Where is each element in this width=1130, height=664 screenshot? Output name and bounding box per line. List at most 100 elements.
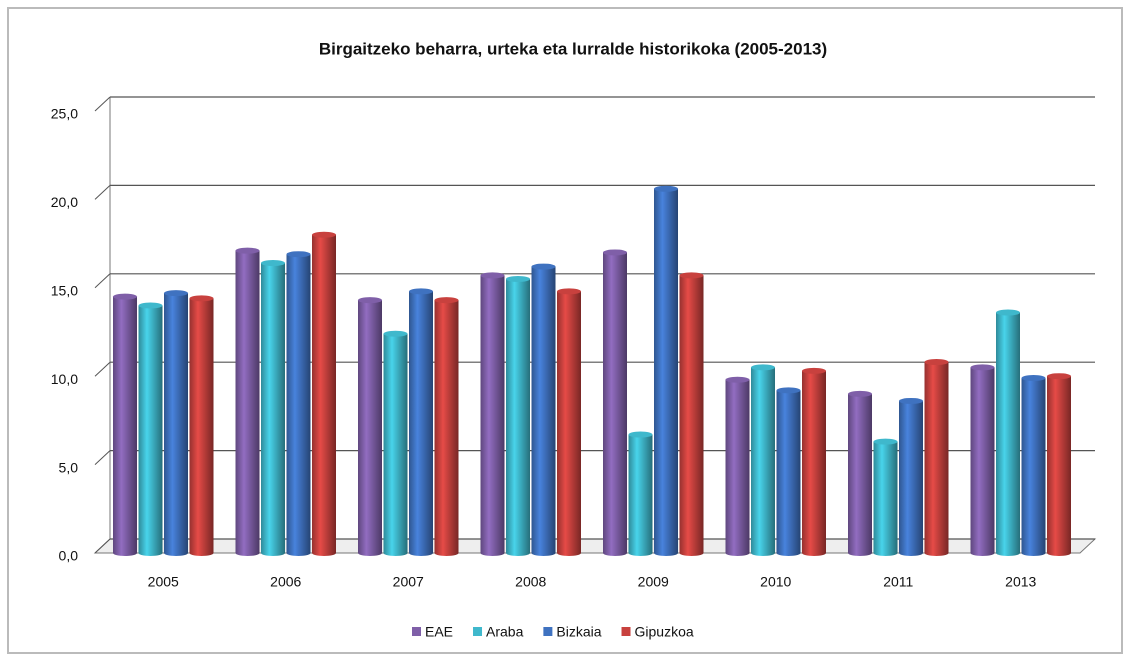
bar-top [138, 302, 163, 309]
bar [654, 188, 678, 554]
bar [603, 252, 627, 553]
bar-base [261, 550, 285, 556]
y-tick-label: 25,0 [51, 106, 78, 122]
bar [1021, 377, 1046, 553]
bar-base [848, 550, 872, 556]
bar-top [1047, 373, 1071, 380]
legend-swatch [621, 627, 631, 636]
bar-base [557, 550, 581, 556]
bar-base [1021, 550, 1046, 556]
bar-base [164, 550, 188, 556]
bar-top [261, 260, 285, 267]
grid-tick [94, 185, 111, 200]
bar [189, 298, 214, 553]
bar-top [235, 247, 260, 254]
bar-base [802, 550, 826, 556]
bar-base [970, 550, 995, 556]
bar-top [996, 309, 1020, 316]
grid-tick [94, 96, 111, 112]
x-tick-label: 2011 [883, 574, 913, 590]
y-tick-label: 5,0 [59, 459, 79, 475]
bar-base [235, 550, 260, 556]
bar [312, 234, 336, 553]
bar-top [358, 297, 382, 304]
bar [776, 390, 801, 553]
bar [970, 367, 995, 553]
legend-swatch [543, 627, 553, 636]
bar-top [409, 288, 433, 295]
bar-top [848, 390, 872, 397]
bar-base [531, 550, 556, 556]
bar [164, 293, 188, 553]
bar-top [189, 295, 214, 302]
x-tick-label: 2005 [148, 574, 179, 590]
bar-top [434, 297, 459, 304]
bar-top [970, 364, 995, 371]
bar-base [358, 550, 382, 556]
bar-top [654, 185, 678, 192]
bar-base [628, 550, 653, 556]
bar-base [113, 550, 137, 556]
bar [1047, 376, 1071, 553]
legend-label: Araba [486, 624, 524, 640]
bar-base [138, 550, 163, 556]
bar-base [873, 550, 898, 556]
bar-top [873, 438, 898, 445]
x-tick-label: 2007 [393, 574, 424, 590]
bar-top [312, 231, 336, 238]
legend-label: Gipuzkoa [635, 624, 694, 640]
bar [725, 379, 750, 553]
bar-top [286, 251, 311, 258]
bar-base [312, 550, 336, 556]
bar-base [189, 550, 214, 556]
bar-top [679, 272, 704, 279]
bar [235, 250, 260, 553]
bar-base [725, 550, 750, 556]
bar [679, 275, 704, 553]
bar-top [924, 359, 949, 366]
bar-base [603, 550, 627, 556]
bar [113, 296, 137, 553]
bar-top [899, 397, 923, 404]
x-tick-label: 2009 [638, 574, 669, 590]
x-tick-label: 2013 [1005, 574, 1036, 590]
bar-top [531, 263, 556, 270]
chart-title: Birgaitzeko beharra, urteka eta lurralde… [319, 39, 827, 58]
grid-tick [94, 361, 111, 377]
y-tick-label: 20,0 [51, 194, 78, 210]
legend-swatch [412, 627, 421, 636]
bar-base [434, 550, 459, 556]
bar-top [164, 290, 188, 297]
bar [802, 370, 826, 553]
bar [899, 400, 923, 553]
bar [848, 393, 872, 553]
bar [138, 305, 163, 553]
bar-top [751, 364, 775, 371]
bar-base [776, 550, 801, 556]
bar [557, 291, 581, 553]
bar-base [899, 550, 923, 556]
legend-swatch [473, 627, 483, 636]
bar-base [1047, 550, 1071, 556]
bar [924, 362, 949, 553]
bar [383, 333, 408, 553]
bar-top [725, 376, 750, 383]
bar-top [1021, 374, 1046, 381]
bar [480, 275, 505, 553]
bar-top [506, 275, 530, 282]
bar-base [924, 550, 949, 556]
y-tick-label: 0,0 [59, 548, 79, 564]
x-tick-label: 2010 [760, 574, 791, 590]
bar [261, 263, 285, 553]
bar-top [480, 272, 505, 279]
bar [358, 300, 382, 553]
grid-tick [94, 538, 111, 554]
bar-base [409, 550, 433, 556]
bar-top [776, 387, 801, 394]
bar-base [654, 550, 678, 556]
legend-label: Bizkaia [556, 624, 601, 640]
bar [628, 434, 653, 553]
bar [434, 300, 459, 553]
legend-label: EAE [425, 624, 453, 640]
